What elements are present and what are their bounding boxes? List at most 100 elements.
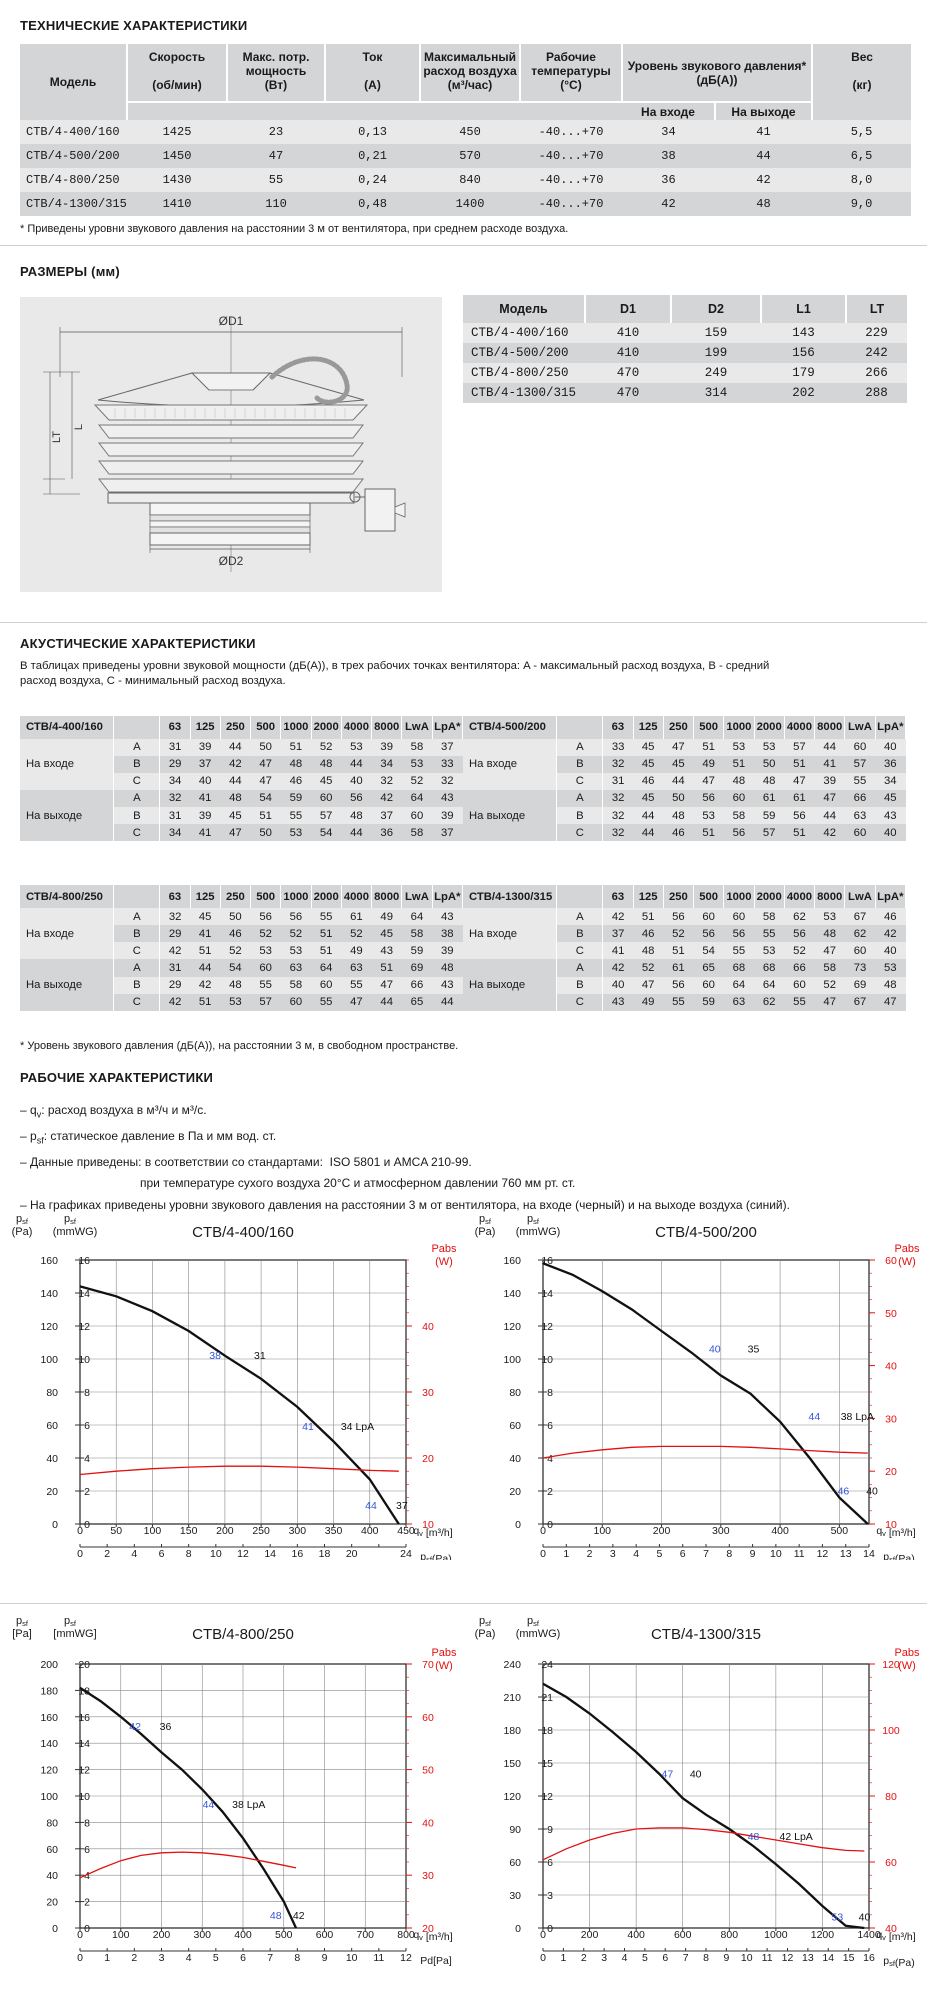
svg-text:12: 12 (78, 1765, 90, 1777)
svg-text:9: 9 (723, 1952, 729, 1964)
svg-text:20: 20 (422, 1923, 434, 1935)
svg-text:60: 60 (46, 1420, 58, 1432)
svg-text:44: 44 (809, 1411, 821, 1423)
svg-text:0: 0 (547, 1923, 553, 1935)
svg-text:0: 0 (515, 1519, 521, 1531)
svg-text:psf: psf (64, 1213, 77, 1226)
svg-text:13: 13 (840, 1548, 852, 1560)
svg-text:L: L (73, 424, 85, 430)
svg-text:60: 60 (885, 1857, 897, 1869)
svg-text:30: 30 (885, 1413, 897, 1425)
svg-text:3: 3 (547, 1890, 553, 1902)
svg-text:2: 2 (84, 1486, 90, 1498)
svg-text:36: 36 (160, 1721, 172, 1733)
svg-text:5: 5 (657, 1548, 663, 1560)
svg-text:48: 48 (270, 1910, 282, 1922)
svg-text:psf: psf (479, 1615, 492, 1628)
svg-text:12: 12 (237, 1548, 249, 1560)
svg-text:psf(Pa): psf(Pa) (883, 1955, 915, 1969)
svg-text:12: 12 (817, 1548, 829, 1560)
svg-text:42: 42 (129, 1721, 141, 1733)
svg-text:40: 40 (46, 1870, 58, 1882)
svg-text:44: 44 (203, 1799, 215, 1811)
svg-text:10: 10 (422, 1519, 434, 1531)
svg-text:14: 14 (264, 1548, 276, 1560)
svg-text:(mmWG): (mmWG) (516, 1226, 561, 1238)
svg-text:46: 46 (838, 1485, 850, 1497)
svg-text:80: 80 (46, 1817, 58, 1829)
svg-text:41: 41 (302, 1421, 314, 1433)
svg-text:1: 1 (104, 1952, 110, 1964)
svg-text:10: 10 (770, 1548, 782, 1560)
svg-text:psf: psf (527, 1615, 540, 1628)
svg-text:psf: psf (479, 1213, 492, 1226)
svg-text:6: 6 (547, 1857, 553, 1869)
svg-text:[mmWG]: [mmWG] (53, 1628, 96, 1640)
svg-text:60: 60 (509, 1420, 521, 1432)
svg-text:CTB/4-1300/315: CTB/4-1300/315 (651, 1626, 761, 1643)
svg-text:40: 40 (885, 1361, 897, 1373)
svg-text:9: 9 (547, 1824, 553, 1836)
svg-text:0: 0 (77, 1548, 83, 1560)
svg-text:13: 13 (802, 1952, 814, 1964)
svg-text:6: 6 (547, 1420, 553, 1432)
svg-text:38 LpA: 38 LpA (232, 1799, 265, 1811)
svg-text:80: 80 (885, 1791, 897, 1803)
svg-text:12: 12 (782, 1952, 794, 1964)
svg-text:3: 3 (159, 1952, 165, 1964)
svg-text:20: 20 (46, 1897, 58, 1909)
svg-text:44: 44 (365, 1500, 377, 1512)
svg-text:12: 12 (400, 1952, 412, 1964)
svg-text:4: 4 (186, 1952, 192, 1964)
svg-text:10: 10 (541, 1354, 553, 1366)
svg-text:4: 4 (633, 1548, 639, 1560)
svg-text:6: 6 (662, 1952, 668, 1964)
svg-text:11: 11 (762, 1952, 773, 1964)
svg-text:0: 0 (515, 1923, 521, 1935)
svg-text:psf(Pa): psf(Pa) (420, 1551, 452, 1560)
svg-text:42: 42 (293, 1910, 305, 1922)
svg-text:0: 0 (547, 1519, 553, 1531)
svg-text:0: 0 (52, 1519, 58, 1531)
svg-text:120: 120 (40, 1765, 58, 1777)
svg-text:12: 12 (541, 1791, 553, 1803)
svg-text:40: 40 (509, 1453, 521, 1465)
svg-text:42 LpA: 42 LpA (780, 1831, 813, 1843)
svg-text:100: 100 (40, 1354, 58, 1366)
svg-text:80: 80 (509, 1387, 521, 1399)
svg-text:Pabs: Pabs (894, 1243, 920, 1255)
svg-text:240: 240 (503, 1659, 521, 1671)
svg-text:160: 160 (503, 1255, 521, 1267)
svg-text:140: 140 (40, 1288, 58, 1300)
svg-text:9: 9 (750, 1548, 756, 1560)
svg-text:8: 8 (726, 1548, 732, 1560)
svg-text:psf: psf (16, 1213, 29, 1226)
svg-text:(Pa): (Pa) (475, 1628, 496, 1640)
svg-text:8: 8 (547, 1387, 553, 1399)
svg-text:210: 210 (503, 1692, 521, 1704)
svg-text:[Pa]: [Pa] (12, 1628, 32, 1640)
svg-text:10: 10 (210, 1548, 222, 1560)
svg-text:160: 160 (40, 1255, 58, 1267)
svg-text:6: 6 (84, 1844, 90, 1856)
svg-text:14: 14 (78, 1738, 90, 1750)
svg-text:psf: psf (527, 1213, 540, 1226)
svg-text:20: 20 (509, 1486, 521, 1498)
svg-text:Pabs: Pabs (431, 1647, 457, 1659)
svg-text:18: 18 (319, 1548, 331, 1560)
svg-text:psf(Pa): psf(Pa) (883, 1551, 915, 1560)
svg-text:(mmWG): (mmWG) (53, 1226, 98, 1238)
svg-text:50: 50 (422, 1765, 434, 1777)
svg-text:ØD2: ØD2 (219, 554, 244, 568)
svg-text:15: 15 (541, 1758, 553, 1770)
svg-text:6: 6 (159, 1548, 165, 1560)
svg-text:4: 4 (547, 1453, 553, 1465)
svg-text:0: 0 (52, 1923, 58, 1935)
svg-text:(W): (W) (898, 1256, 916, 1268)
svg-text:30: 30 (422, 1870, 434, 1882)
svg-text:40: 40 (866, 1485, 878, 1497)
svg-text:30: 30 (422, 1387, 434, 1399)
svg-text:8: 8 (84, 1387, 90, 1399)
svg-text:0: 0 (77, 1952, 83, 1964)
svg-text:psf: psf (64, 1615, 77, 1628)
